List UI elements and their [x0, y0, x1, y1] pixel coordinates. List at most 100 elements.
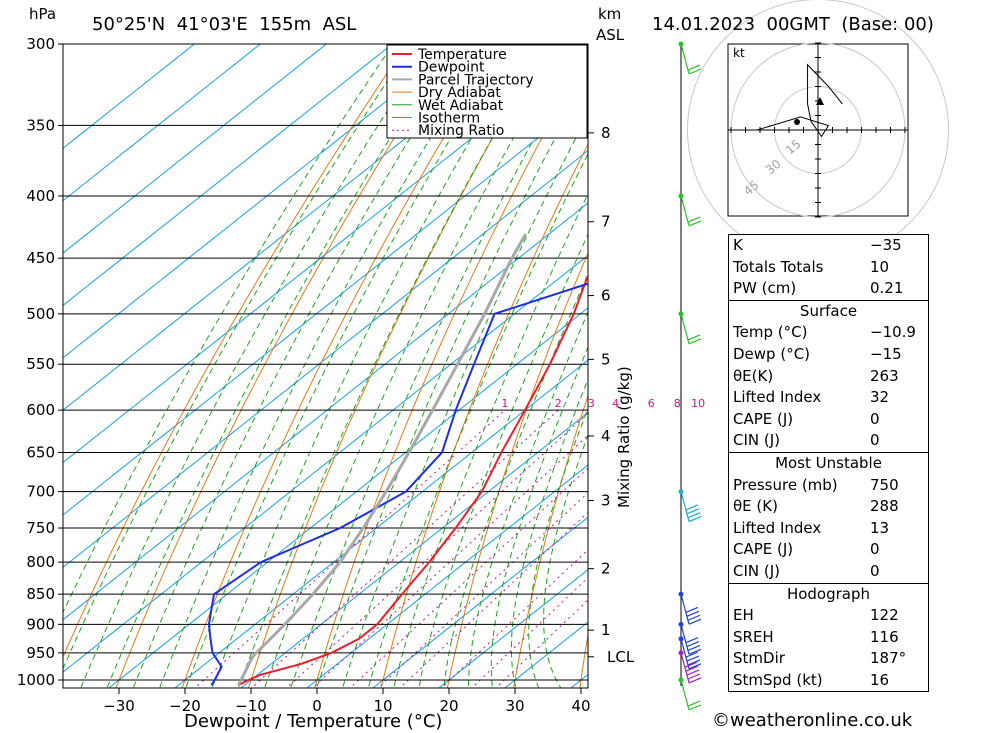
mixing-ratio-line — [377, 492, 588, 688]
wind-barb-feather — [687, 644, 701, 651]
pressure-tick-label: 600 — [26, 401, 55, 419]
asl-unit: ASL — [596, 26, 625, 44]
wind-barb-feather — [685, 665, 699, 672]
surface-index-row: Dewp (°C) −15 — [729, 344, 928, 366]
hodograph-index-row: SREH 116 — [729, 627, 928, 649]
wet-adiabat-line — [443, 272, 588, 688]
legend-label: Isotherm — [418, 111, 480, 127]
wind-barb — [678, 677, 702, 711]
surface-index-label: Lifted Index — [733, 388, 822, 407]
temperature-tick-label: −30 — [103, 697, 135, 715]
parcel-trajectory-trace — [237, 233, 527, 686]
hodograph-section-title: Hodograph — [786, 584, 871, 603]
most-unstable-index-label: Pressure (mb) — [733, 475, 838, 494]
surface-index-row: Temp (°C) −10.9 — [729, 322, 928, 344]
hodograph-index-value: 116 — [870, 627, 899, 646]
dry-adiabat-line — [446, 251, 588, 688]
surface-index-label: CAPE (J) — [733, 409, 794, 428]
pressure-tick-label: 1000 — [17, 671, 55, 689]
pressure-tick-label: 900 — [26, 615, 55, 633]
wind-barb-feather — [687, 334, 701, 341]
hodograph-trace — [756, 63, 843, 138]
surface-index-value: −10.9 — [870, 323, 916, 342]
hodograph-index-value: 122 — [870, 606, 899, 625]
wet-adiabat-line — [528, 407, 588, 688]
wet-adiabat-line — [316, 76, 588, 688]
pressure-tick-label: 650 — [26, 443, 55, 461]
location-title: 50°25'N 41°03'E 155m ASL — [92, 14, 356, 35]
pressure-tick-label: 400 — [26, 187, 55, 205]
credit-text: ©weatheronline.co.uk — [712, 710, 913, 731]
plot-border — [62, 43, 589, 689]
wet-adiabat-line — [106, 44, 451, 688]
isotherm-line — [372, 516, 588, 688]
isotherm-line — [174, 359, 588, 688]
wet-adiabat-line — [510, 377, 588, 688]
mixing-ratio-line — [250, 409, 559, 688]
altitude-tick-label: 2 — [601, 560, 611, 578]
wet-adiabat-line — [63, 44, 413, 670]
legend-label: Wet Adiabat — [418, 98, 504, 114]
surface-index-row: CAPE (J) 0 — [729, 409, 928, 431]
pressure-tick-label: 350 — [26, 116, 55, 134]
wind-barb-feather — [688, 68, 702, 75]
pressure-unit: hPa — [29, 5, 56, 23]
wind-barb-shaft — [680, 491, 690, 522]
general-index-row: K −35 — [729, 235, 928, 257]
isotherm-line — [63, 44, 460, 359]
legend-label: Parcel Trajectory — [418, 72, 534, 88]
general-index-label: PW (cm) — [733, 279, 797, 298]
wind-barb-feather — [686, 508, 700, 515]
wind-barb-feather — [684, 661, 698, 668]
surface-index-value: 0 — [870, 409, 880, 428]
wind-barb-shaft — [680, 679, 690, 711]
wind-barb-feather — [687, 673, 701, 680]
dry-adiabat-line — [314, 52, 588, 688]
temperature-tick-label: 40 — [571, 697, 590, 715]
wind-barb-feather — [688, 220, 702, 227]
dry-adiabat-line — [247, 44, 548, 688]
pressure-tick-label: 550 — [26, 355, 55, 373]
mixing-ratio-line — [349, 467, 588, 688]
mixing-ratio-label: 4 — [612, 397, 619, 410]
pressure-tick-label: 950 — [26, 644, 55, 662]
lcl-label: LCL — [607, 648, 635, 666]
mixing-ratio-title: Mixing Ratio (g/kg) — [615, 366, 633, 508]
altitude-tick-label: 5 — [601, 350, 611, 368]
wind-barb — [678, 489, 702, 523]
wind-barb-feather — [686, 640, 700, 648]
temperature-tick-label: −10 — [235, 697, 267, 715]
dry-adiabat-line — [115, 44, 454, 688]
altitude-tick-label: 1 — [601, 621, 611, 639]
wet-adiabat-line — [237, 44, 548, 688]
dry-adiabat-line — [513, 394, 588, 688]
altitude-tick-label: 4 — [601, 427, 611, 445]
temperature-tick-label: 20 — [439, 697, 458, 715]
wind-barb-feather — [688, 663, 702, 670]
hodograph-index-row: StmDir 187° — [729, 648, 928, 670]
pressure-tick-label: 750 — [26, 519, 55, 537]
wind-barb-feather — [688, 516, 702, 523]
wind-barb — [678, 636, 702, 670]
mixing-ratio-label: 8 — [674, 397, 681, 410]
legend-label: Mixing Ratio — [418, 123, 504, 139]
wind-barb-feather — [686, 669, 700, 676]
surface-index-label: CIN (J) — [733, 431, 781, 450]
hodograph-unit: kt — [733, 46, 745, 60]
general-index-value: 10 — [870, 257, 890, 276]
wet-adiabat-line — [342, 113, 588, 688]
altitude-tick-label: 6 — [601, 287, 611, 305]
storm-motion-marker — [816, 97, 824, 105]
wind-barb-feather — [685, 651, 699, 658]
most-unstable-index-row: Pressure (mb) 750 — [729, 475, 928, 497]
wind-barb — [678, 311, 702, 345]
hodograph-index-label: StmDir — [733, 649, 785, 668]
hodograph-index-row: EH 122 — [729, 605, 928, 627]
wind-barb — [678, 591, 702, 625]
altitude-tick-label: 3 — [601, 492, 611, 510]
wind-barb-shaft — [680, 313, 690, 344]
pressure-tick-label: 500 — [26, 305, 55, 323]
most-unstable-index-row: CAPE (J) 0 — [729, 539, 928, 561]
general-index-label: K — [733, 236, 743, 254]
